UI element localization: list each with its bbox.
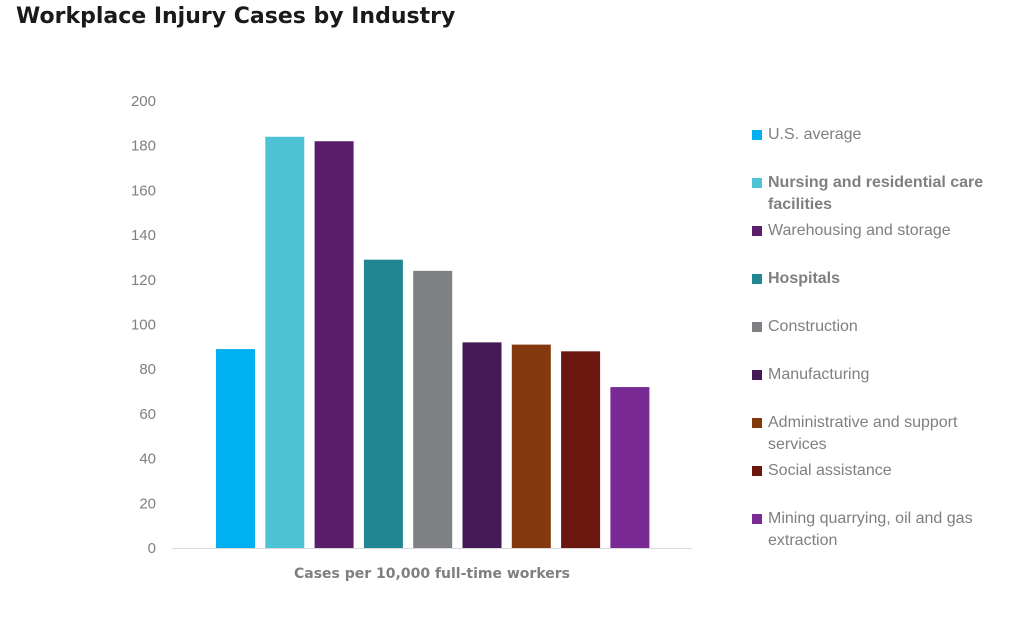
legend-swatch <box>752 370 762 380</box>
y-tick-label: 100 <box>131 317 156 334</box>
legend-label: Construction <box>768 318 858 335</box>
legend-label: U.S. average <box>768 126 862 143</box>
y-tick-label: 20 <box>139 495 156 512</box>
legend-swatch <box>752 466 762 476</box>
legend-swatch <box>752 322 762 332</box>
x-axis-label: Cases per 10,000 full-time workers <box>294 566 570 582</box>
legend-swatch <box>752 274 762 284</box>
bars <box>216 136 650 549</box>
y-tick-label: 180 <box>131 138 156 155</box>
legend-swatch <box>752 514 762 524</box>
legend-swatch <box>752 130 762 140</box>
bar <box>216 349 255 548</box>
legend-label: Warehousing and storage <box>768 222 951 239</box>
y-axis: 0 20 40 60 80 100 120 140 160 180 200 <box>131 93 156 557</box>
legend-item: Warehousing and storage <box>752 220 1012 242</box>
bar <box>511 344 551 548</box>
bar <box>610 387 650 548</box>
bar <box>363 259 403 548</box>
legend-label: Manufacturing <box>768 366 870 383</box>
legend-item: U.S. average <box>752 124 1012 146</box>
legend-swatch <box>752 226 762 236</box>
legend-label: Nursing and residential care facilities <box>768 174 984 213</box>
chart-title: Workplace Injury Cases by Industry <box>16 4 456 29</box>
legend-item: Nursing and residential care facilities <box>752 172 1012 216</box>
y-tick-label: 60 <box>139 406 156 423</box>
legend-label: Hospitals <box>768 270 841 287</box>
bar <box>314 141 354 549</box>
legend-swatch <box>752 418 762 428</box>
bar <box>462 342 502 548</box>
legend-item: Manufacturing <box>752 364 1012 386</box>
bar <box>413 270 453 548</box>
y-tick-label: 140 <box>131 227 156 244</box>
legend-label: Administrative and support services <box>768 414 958 453</box>
y-tick-label: 80 <box>139 361 156 378</box>
legend-item: Mining quarrying, oil and gas extraction <box>752 508 1012 552</box>
legend-label: Social assistance <box>768 462 892 479</box>
y-tick-label: 160 <box>131 182 156 199</box>
y-tick-label: 120 <box>131 272 156 289</box>
legend-item: Construction <box>752 316 1012 338</box>
y-tick-label: 0 <box>148 540 156 557</box>
y-tick-label: 40 <box>139 451 156 468</box>
y-tick-label: 200 <box>131 93 156 110</box>
legend-item: Social assistance <box>752 460 1012 482</box>
bar <box>561 351 601 548</box>
legend-swatch <box>752 178 762 188</box>
legend-label: Mining quarrying, oil and gas extraction <box>768 510 973 549</box>
legend-item: Hospitals <box>752 268 1012 290</box>
legend-item: Administrative and support services <box>752 412 1012 456</box>
bar <box>265 136 305 548</box>
